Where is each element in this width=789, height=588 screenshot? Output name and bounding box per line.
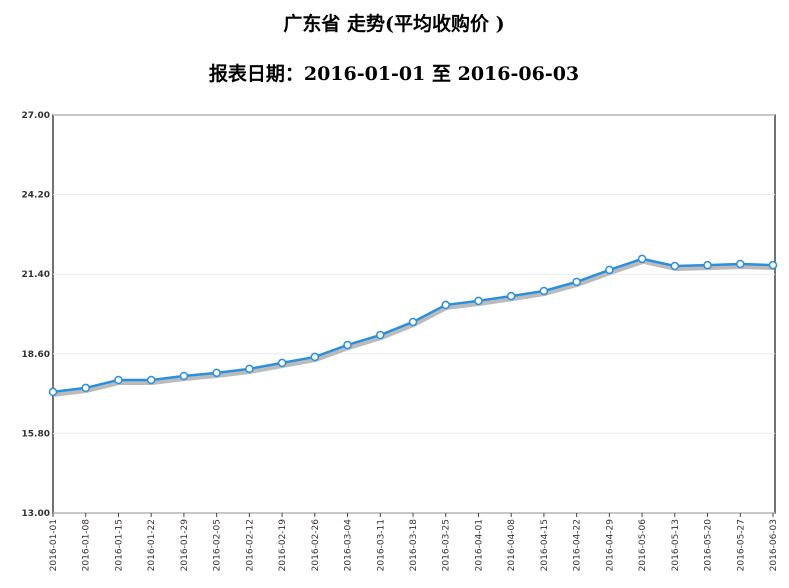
point [146, 375, 156, 385]
point [572, 277, 581, 287]
point [768, 260, 778, 270]
point [114, 375, 123, 385]
y-tick-label: 15.80 [22, 429, 50, 439]
x-tick-label: 2016-03-25 [442, 519, 452, 571]
point [506, 291, 516, 301]
x-tick-label: 2016-01-01 [49, 519, 59, 571]
point [637, 254, 647, 264]
point [212, 368, 221, 378]
x-tick-label: 2016-01-08 [82, 519, 92, 572]
point [474, 296, 483, 306]
x-tick-label: 2016-01-22 [147, 519, 157, 571]
line-shadow [53, 259, 775, 397]
x-tick-label: 2016-05-20 [704, 519, 714, 572]
point [539, 286, 549, 296]
x-tick-label: 2016-02-05 [213, 519, 223, 571]
x-tick-label: 2016-03-04 [344, 519, 354, 572]
point [48, 387, 58, 397]
x-tick-label: 2016-04-15 [540, 519, 550, 571]
x-tick-label: 2016-04-01 [474, 519, 484, 571]
chart-subtitle: 报表日期：2016-01-01 至 2016-06-03 [209, 62, 579, 85]
x-tick-label: 2016-02-12 [245, 519, 255, 571]
x-tick-label: 2016-05-13 [671, 519, 681, 571]
y-tick-label: 27.00 [22, 111, 50, 121]
x-tick-label: 2016-04-29 [605, 519, 615, 572]
x-tick-label: 2016-03-11 [376, 519, 386, 571]
point [703, 260, 712, 270]
y-tick-label: 21.40 [22, 270, 50, 280]
point [736, 259, 745, 269]
y-tick-label: 13.00 [22, 509, 50, 519]
y-tick-label: 18.60 [22, 350, 50, 360]
x-tick-label: 2016-05-06 [638, 519, 648, 572]
chart-title: 广东省 走势(平均收购价 ) [283, 12, 504, 35]
x-tick-label: 2016-01-15 [114, 519, 124, 571]
point [179, 371, 189, 381]
point [81, 383, 90, 393]
x-tick-label: 2016-02-26 [311, 519, 321, 572]
point [605, 265, 614, 275]
y-tick-label: 24.20 [22, 191, 50, 201]
x-tick-label: 2016-05-27 [736, 519, 746, 571]
point [670, 261, 680, 271]
x-tick-label: 2016-04-08 [507, 519, 517, 572]
point [277, 358, 287, 368]
point [245, 364, 254, 374]
x-tick-label: 2016-01-29 [180, 519, 190, 572]
plot-frame [52, 114, 776, 514]
x-tick-label: 2016-04-22 [573, 519, 583, 571]
x-tick-label: 2016-02-19 [278, 519, 288, 572]
point [376, 330, 385, 340]
point [343, 340, 352, 350]
point [441, 300, 450, 310]
point [408, 317, 418, 327]
point [310, 352, 320, 362]
x-tick-label: 2016-03-18 [409, 519, 419, 572]
x-tick-label: 2016-06-03 [769, 519, 779, 571]
